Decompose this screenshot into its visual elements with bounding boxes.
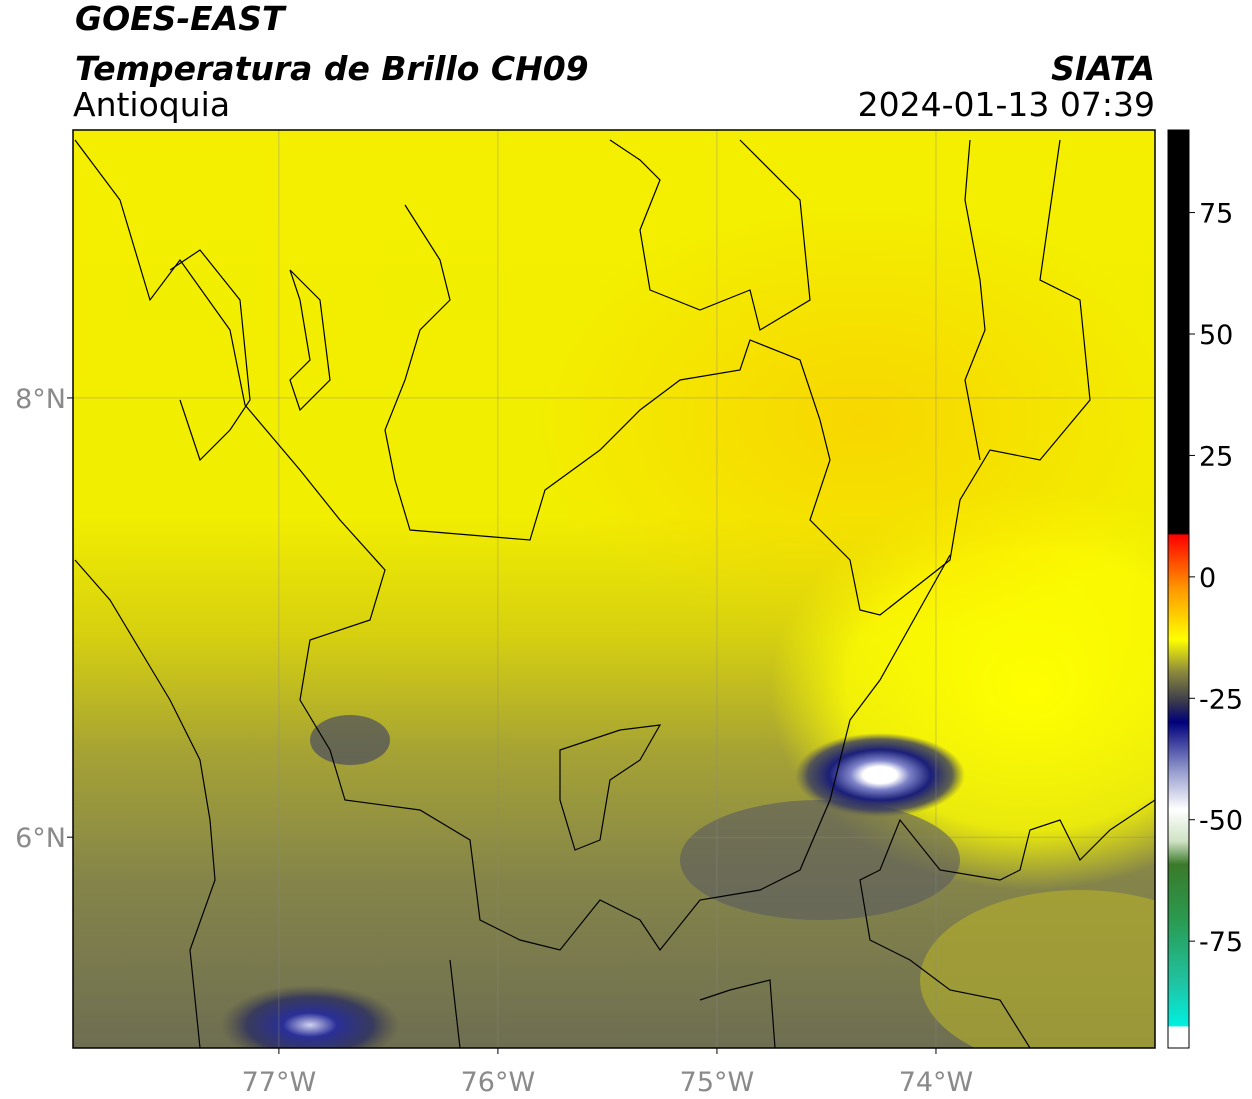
field: [310, 715, 390, 765]
colorbar-label: -25: [1199, 684, 1243, 715]
boundary: [859, 799, 1155, 1048]
boundary: [559, 724, 662, 851]
colorbar-label: -50: [1199, 806, 1243, 837]
field: [530, 200, 1155, 640]
colorbar-label: 0: [1199, 563, 1216, 594]
boundary: [384, 139, 1091, 616]
colorbar: [1167, 129, 1190, 1049]
source: SIATA: [1051, 49, 1155, 88]
y-tick-label: 8°N: [15, 384, 66, 415]
colorbar-ticks: -75 -50 -25 0 25 50 75: [1189, 199, 1243, 958]
field: [920, 890, 1155, 1048]
boundary: [74, 139, 951, 952]
x-tick-label: 76°W: [461, 1067, 536, 1098]
field: [680, 800, 960, 920]
colorbar-label: 50: [1199, 320, 1233, 351]
map-frame: [72, 129, 1156, 1049]
field: [795, 733, 965, 817]
title: GOES-EAST: [75, 0, 287, 38]
map-field: [73, 130, 1155, 1048]
datetime: 2024-01-13 07:39: [858, 85, 1155, 124]
title: Temperatura de Brillo CH09: [75, 49, 589, 88]
axes: 77°W 76°W 75°W 74°W 6°N 8°N: [15, 384, 973, 1098]
boundary: [74, 559, 216, 1048]
colorbar-label: 25: [1199, 441, 1233, 472]
boundary: [449, 139, 986, 1048]
x-tick-label: 77°W: [242, 1067, 317, 1098]
x-tick-label: 75°W: [680, 1067, 755, 1098]
grid: [73, 130, 1155, 1048]
boundary: [169, 249, 331, 462]
subtitle: Antioquia: [73, 85, 230, 124]
y-tick-label: 6°N: [15, 823, 66, 854]
boundary: [609, 139, 811, 331]
colorbar-label: -75: [1199, 927, 1243, 958]
field: [220, 985, 400, 1048]
x-tick-label: 74°W: [899, 1067, 974, 1098]
colorbar-label: 75: [1199, 199, 1233, 230]
